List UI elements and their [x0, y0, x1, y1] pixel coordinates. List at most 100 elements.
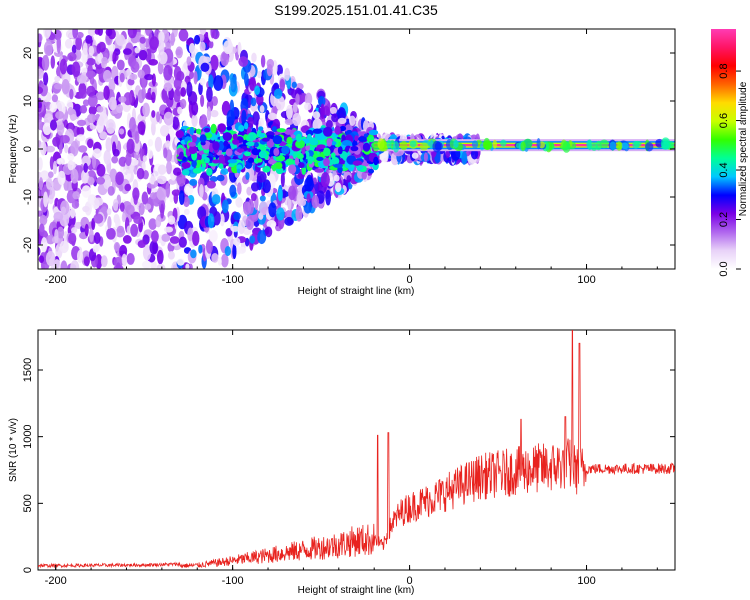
spectrogram-cell: [198, 177, 205, 188]
spectrogram-cell: [64, 144, 69, 154]
spectrogram-cell: [249, 235, 256, 244]
spectrogram-cell: [178, 29, 189, 42]
spectrogram-cell: [330, 152, 336, 159]
spectrogram-cell: [549, 142, 555, 149]
spectrogram-cell: [130, 158, 139, 166]
spectrogram-cell: [386, 139, 392, 149]
colorbar: 0.0 0.2 0.4 0.6 0.8 Normalized spectral ampl…: [711, 29, 749, 277]
spectrogram-cell: [103, 85, 110, 100]
x-tick-label: 100: [577, 274, 595, 286]
colorbar-tick-label: 0.8: [718, 63, 730, 78]
spectrogram-cell: [38, 255, 45, 264]
spectrogram-cell: [43, 191, 49, 208]
spectrogram-cell: [232, 139, 240, 145]
spectrogram-cell: [434, 141, 443, 151]
spectrogram-cell: [211, 95, 218, 107]
spectrogram-cell: [212, 159, 220, 164]
spectrogram-cell: [147, 139, 154, 147]
spectrogram-cell: [156, 187, 167, 201]
spectrogram-cell: [199, 77, 206, 86]
spectrogram-cell: [236, 168, 241, 174]
colorbar-tick-label: 0.0: [718, 261, 730, 276]
spectrogram-cell: [250, 97, 257, 107]
spectrogram-cell: [141, 86, 146, 100]
spectrogram-cell: [154, 136, 163, 152]
spectrogram-cell: [82, 99, 90, 107]
x-tick-label: 100: [577, 575, 595, 587]
y-tick-label: -20: [22, 237, 34, 253]
spectrogram-cell: [296, 153, 304, 160]
spectrogram-cell: [102, 69, 112, 83]
spectrogram-cell: [49, 101, 58, 113]
spectrogram-cell: [45, 145, 56, 153]
spectrogram-cell: [206, 167, 213, 176]
spectrogram-cell: [105, 119, 116, 134]
spectrogram-cell: [357, 164, 364, 170]
spectrogram-cell: [470, 148, 479, 160]
spectrogram-cell: [175, 46, 183, 59]
spectrogram-cell: [115, 34, 126, 46]
spectrogram-cell: [304, 102, 312, 111]
spectrogram-cell: [461, 151, 468, 165]
spectrogram-cell: [151, 91, 156, 104]
colorbar-tick-label: 0.4: [718, 162, 730, 177]
spectrogram-cell: [191, 114, 198, 128]
spectrogram-cell: [48, 171, 54, 178]
spectrogram-cell: [53, 211, 64, 222]
spectrogram-cell: [223, 40, 234, 55]
spectrogram-cell: [136, 167, 145, 180]
spectrogram-cell: [346, 175, 352, 183]
spectrogram-cell: [363, 133, 369, 138]
spectrogram-cell: [181, 162, 191, 169]
spectrogram-cell: [244, 72, 249, 87]
spectrogram-cell: [261, 137, 270, 142]
spectrogram-cell: [134, 47, 140, 54]
spectrogram-cell: [130, 61, 140, 73]
spectrogram-cell: [139, 36, 146, 44]
spectrogram-cell: [196, 128, 202, 135]
spectrogram-cell: [312, 177, 318, 185]
spectrogram-cell: [210, 54, 219, 71]
colorbar-ticks: 0.0 0.2 0.4 0.6 0.8: [718, 63, 741, 277]
spectrogram-cell: [348, 115, 356, 126]
spectrogram-cell: [295, 139, 305, 149]
spectrogram-cell: [187, 142, 196, 147]
spectrogram-cell: [325, 189, 332, 206]
spectrogram-cell: [93, 213, 104, 224]
spectrogram-cell: [373, 156, 379, 166]
x-tick-label: -200: [45, 575, 67, 587]
spectrogram-cell: [151, 110, 156, 118]
spectrogram-cell: [129, 116, 137, 133]
spectrogram-cell: [189, 178, 198, 186]
spectrogram-cell: [314, 168, 325, 173]
spectrogram-cell: [247, 157, 255, 164]
spectrogram-cell: [409, 140, 417, 148]
spectrogram-cell: [276, 64, 283, 77]
spectrogram-cell: [304, 92, 313, 106]
spectrogram-cell: [284, 67, 291, 81]
spectrogram-cell: [55, 110, 65, 120]
spectrogram-cell: [121, 253, 128, 267]
spectrogram-cell: [221, 199, 229, 214]
spectrogram-cell: [144, 73, 154, 81]
spectrogram-cell: [300, 198, 307, 207]
spectrogram-cell: [88, 45, 95, 57]
spectrogram-cell: [64, 38, 73, 49]
spectrogram-cell: [333, 163, 343, 168]
spectrogram-cell: [126, 252, 135, 265]
spectrogram-cell: [209, 175, 218, 183]
spectrogram-cell: [229, 184, 237, 198]
spectrogram-cell: [337, 146, 343, 155]
spectrogram-cell: [330, 141, 337, 146]
spectrogram-cell: [429, 139, 434, 150]
spectrogram-cell: [350, 145, 359, 152]
spectrogram-cell: [79, 105, 88, 114]
spectrogram-cell: [232, 133, 238, 140]
spectrogram-cell: [210, 123, 217, 134]
colorbar-label: Normalized spectral amplitude: [738, 81, 749, 216]
spectrogram-cell: [562, 141, 571, 153]
spectrogram-cell: [471, 140, 479, 149]
spectrogram-cell: [173, 192, 179, 205]
